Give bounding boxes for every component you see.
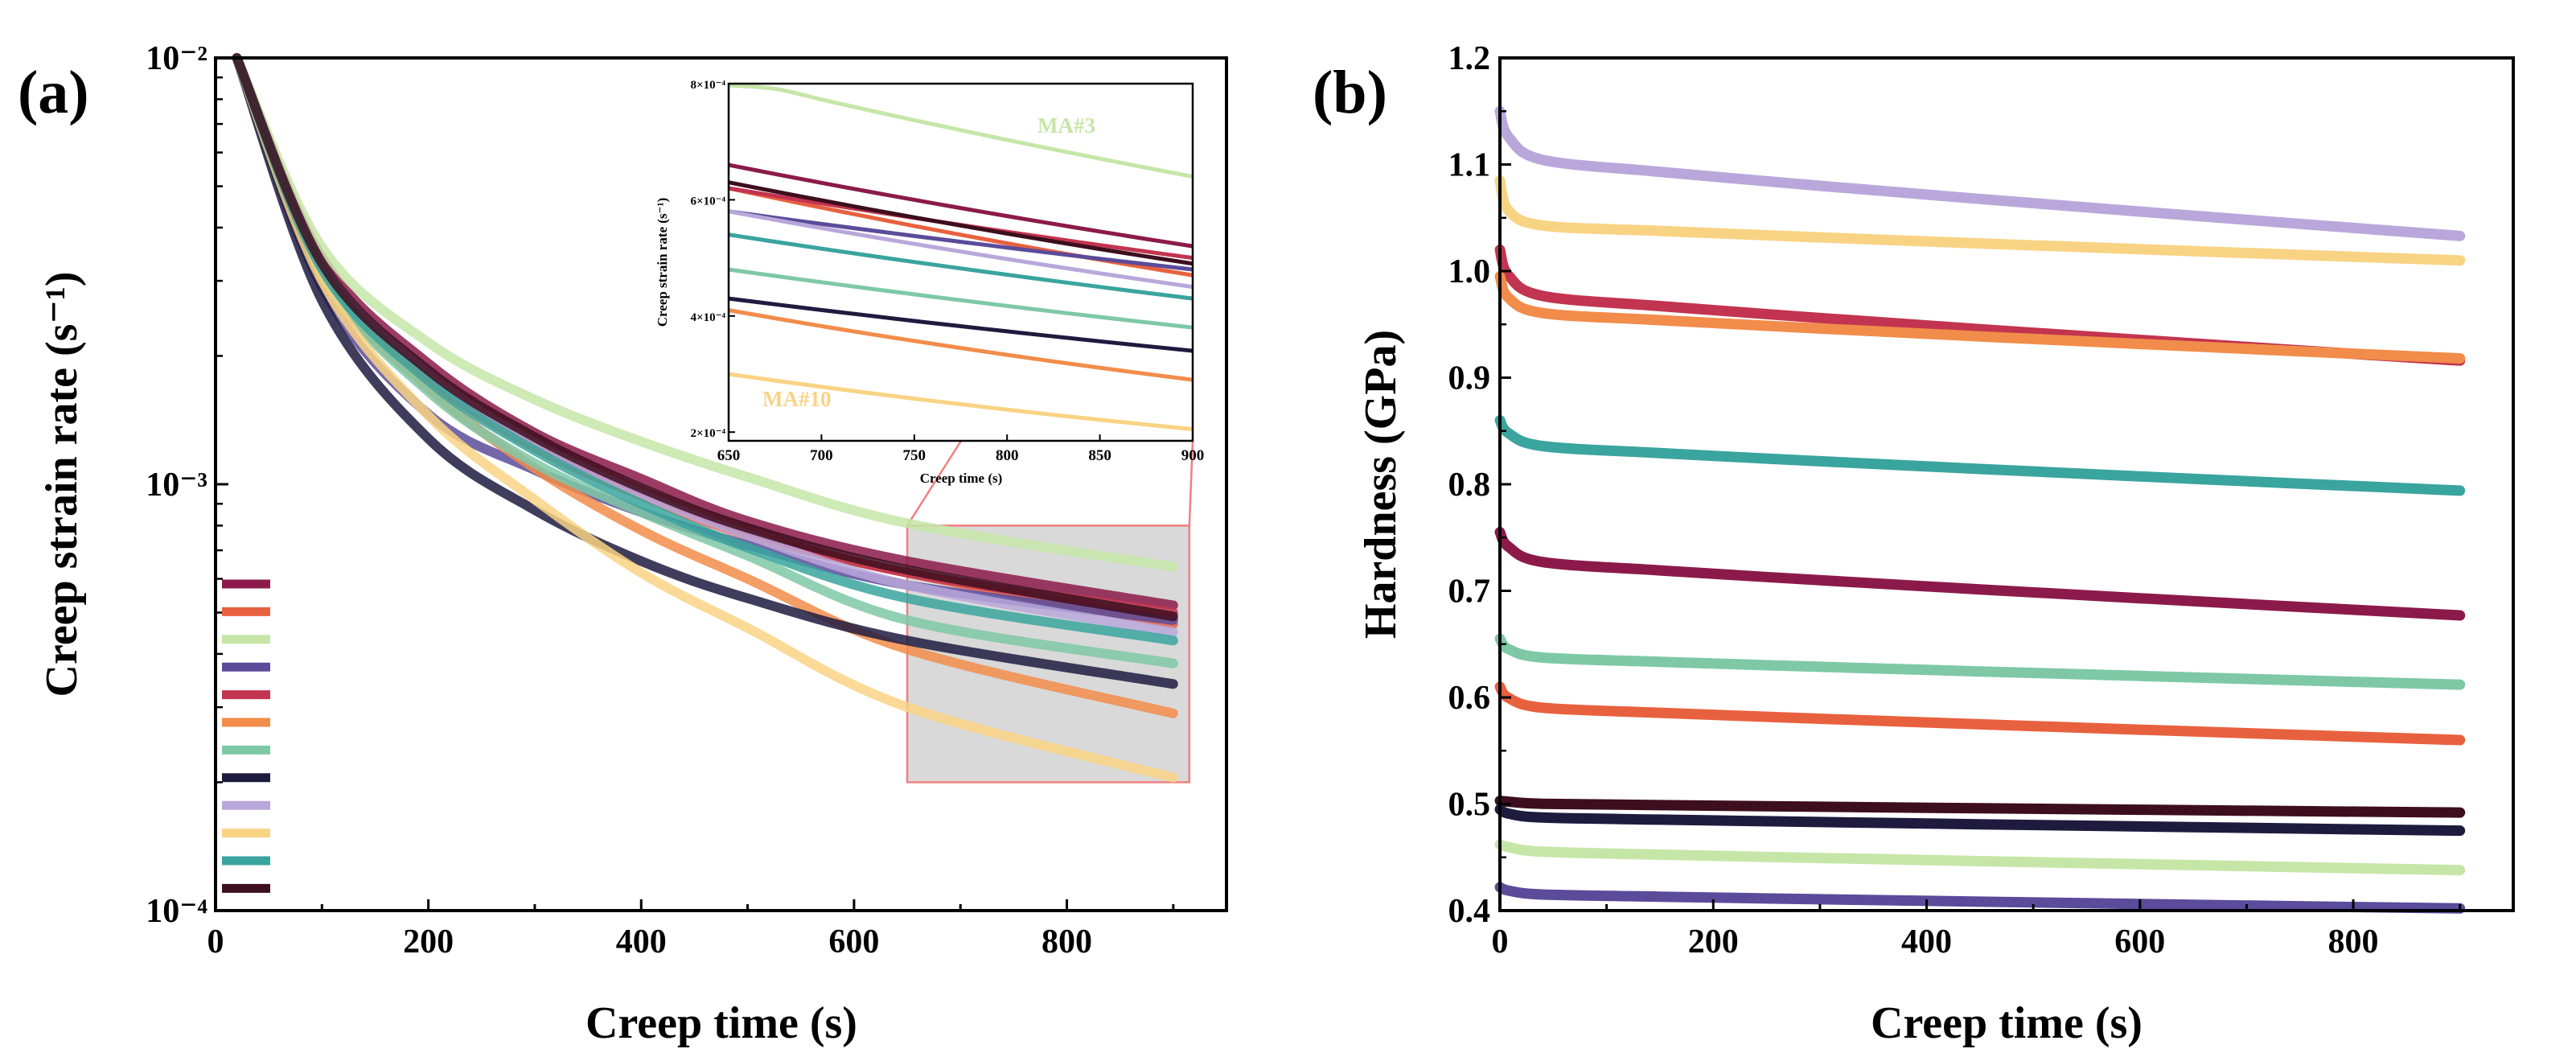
inset-line-ma3 (728, 83, 1194, 179)
x-tick-label: 0 (207, 923, 224, 960)
chart-b-ylabel: Hardness (GPa) (1356, 330, 1406, 639)
y-tick-label-b: 0.5 (1448, 787, 1491, 824)
inset-y-tick-label: 2×10⁻⁴ (691, 427, 726, 440)
chart-a-ylabel: Creep strain rate (s⁻¹) (37, 272, 87, 697)
y-tick-label-b: 0.4 (1448, 893, 1491, 930)
inset-xlabel: Creep time (s) (920, 471, 1003, 486)
y-tick-label-b: 1.2 (1448, 40, 1491, 77)
series-line-b-ma11 (1494, 415, 2466, 496)
inset-annotation-ma10: MA#10 (762, 387, 831, 411)
y-tick-label-b: 0.8 (1448, 467, 1491, 504)
x-tick-label: 200 (403, 923, 454, 960)
y-tick-label-b: 0.9 (1448, 360, 1491, 397)
series-line-b-ma4 (1494, 882, 2466, 914)
x-tick-label: 600 (828, 923, 879, 960)
inset-line-ma1 (728, 162, 1194, 249)
series-line-b-ma9 (1494, 105, 2466, 241)
chart-a-xlabel: Creep time (s) (585, 998, 857, 1048)
inset-x-tick-label: 800 (996, 447, 1019, 464)
y-tick-label: 10⁻³ (146, 467, 207, 504)
inset-ylabel: Creep strain rate (s⁻¹) (655, 198, 670, 327)
series-line-b-ma3 (1494, 839, 2466, 876)
inset-line-ma10 (728, 372, 1194, 432)
inset-line-ma8 (728, 296, 1194, 353)
inset-line-ma9 (728, 209, 1194, 290)
series-line-b-ma7 (1494, 633, 2466, 690)
inset-annotation-ma3: MA#3 (1037, 113, 1095, 138)
inset-x-tick-label: 700 (810, 447, 833, 464)
x-tick-label-b: 0 (1492, 923, 1509, 960)
inset-line-ma11 (728, 232, 1194, 301)
series-line-b-ma12 (1494, 796, 2466, 818)
series-line-ma12 (232, 53, 1178, 622)
series-line-b-ma2 (1494, 681, 2466, 746)
chart-b-xlabel: Creep time (s) (1871, 998, 2143, 1048)
series-line-b-ma6 (1494, 271, 2466, 364)
y-tick-label-b: 0.6 (1448, 680, 1491, 717)
zoom-connector-left (906, 440, 963, 527)
x-tick-label-b: 600 (2114, 923, 2165, 960)
zoom-connector-right (1188, 440, 1194, 526)
x-tick-label: 400 (616, 923, 667, 960)
y-tick-label: 10⁻² (146, 40, 207, 77)
inset-line-ma7 (728, 267, 1194, 330)
panel-label-a: (a) (18, 59, 89, 126)
series-line-b-ma8 (1494, 804, 2466, 837)
x-tick-label-b: 800 (2328, 923, 2379, 960)
inset-x-tick-label: 900 (1181, 447, 1205, 464)
series-line-b-ma1 (1494, 527, 2466, 621)
y-tick-label-b: 1.0 (1448, 253, 1491, 290)
inset-y-tick-label: 4×10⁻⁴ (691, 311, 726, 324)
inset-x-tick-label: 850 (1088, 447, 1111, 464)
inset-y-tick-label: 8×10⁻⁴ (691, 79, 726, 92)
chart-a: 0 200 400 600 800 10⁻² 10⁻³ 10⁻⁴ Creep time (s)… (37, 40, 1228, 1048)
chart-a-legend (222, 579, 270, 893)
panel-label-b: (b) (1313, 59, 1387, 126)
inset-line-ma4 (728, 209, 1194, 272)
inset-x-tick-label: 650 (717, 447, 741, 464)
inset-line-ma12 (728, 180, 1194, 266)
inset-x-tick-label: 750 (903, 447, 926, 464)
y-tick-label-b: 1.1 (1448, 147, 1491, 184)
y-tick-label-b: 0.7 (1448, 574, 1491, 611)
x-tick-label: 800 (1041, 923, 1092, 960)
y-tick-label: 10⁻⁴ (146, 893, 207, 930)
chart-b: 0 200 400 600 800 0.4 0.5 0.6 0.7 0.8 0.9 1.0 1.1 1.2… (1356, 40, 2515, 1048)
x-tick-label-b: 400 (1901, 923, 1952, 960)
chart-a-inset: 650 700 750 800 850 900 8×10⁻⁴ 6×10⁻⁴ 4×10⁻⁴ 2×10… (655, 79, 1204, 486)
series-line-b-ma10 (1494, 175, 2466, 266)
series-line-ma3 (232, 53, 1178, 572)
x-tick-label-b: 200 (1688, 923, 1739, 960)
inset-line-ma6 (728, 308, 1194, 382)
inset-frame (727, 82, 1194, 442)
series-line-b-ma5 (1494, 245, 2466, 366)
inset-y-tick-label: 6×10⁻⁴ (691, 195, 726, 208)
series-line-ma10 (232, 53, 1178, 783)
